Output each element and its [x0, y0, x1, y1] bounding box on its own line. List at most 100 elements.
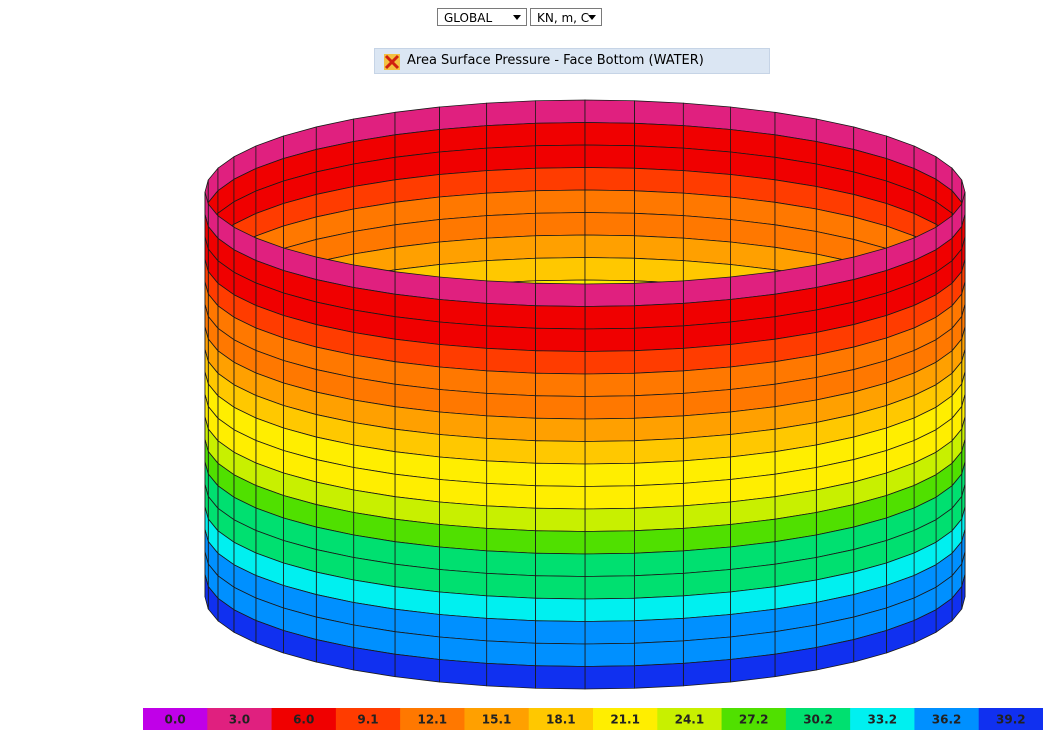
mesh-element [683, 103, 730, 129]
mesh-element [487, 618, 536, 643]
legend-label: 33.2 [867, 713, 897, 727]
mesh-element [635, 663, 684, 688]
mesh-element [487, 506, 536, 531]
mesh-element [635, 393, 684, 418]
dropdown-value: GLOBAL [444, 11, 492, 25]
coordinate-dropdown[interactable]: GLOBAL [437, 8, 527, 26]
mesh-element [440, 659, 487, 685]
mesh-element [683, 367, 730, 393]
mesh-element [683, 299, 730, 325]
mesh-element [585, 235, 635, 258]
mesh-element [440, 216, 487, 242]
mesh-element [487, 236, 536, 261]
mesh-element [487, 348, 536, 373]
mesh-element [440, 592, 487, 618]
mesh-element [635, 618, 684, 643]
mesh-element [487, 551, 536, 576]
legend-label: 18.1 [546, 713, 576, 727]
mesh-element [535, 213, 585, 236]
mesh-element [487, 123, 536, 148]
mesh-element [585, 168, 635, 191]
mesh-element [683, 171, 730, 197]
mesh-element [585, 418, 635, 441]
mesh-element [683, 592, 730, 618]
mesh-element [487, 641, 536, 666]
mesh-element [585, 328, 635, 351]
mesh-element [535, 531, 585, 554]
mesh-element [683, 434, 730, 460]
mesh-element [730, 654, 775, 682]
legend-label: 3.0 [229, 713, 250, 727]
dropdown-arrow [510, 11, 524, 23]
mesh-element [535, 328, 585, 351]
mesh-element [440, 344, 487, 370]
mesh-element [585, 396, 635, 419]
mesh-element [440, 457, 487, 483]
mesh-element [683, 614, 730, 640]
mesh-element [535, 576, 585, 599]
mesh-element [395, 654, 440, 682]
legend-label: 27.2 [739, 713, 769, 727]
legend-label: 12.1 [417, 713, 447, 727]
units-dropdown[interactable]: KN, m, C [530, 8, 602, 26]
mesh-element [535, 306, 585, 329]
mesh-element [440, 389, 487, 415]
mesh-element [683, 659, 730, 685]
mesh-element [635, 483, 684, 508]
mesh-element [635, 168, 684, 193]
mesh-element [440, 412, 487, 438]
mesh-element [585, 213, 635, 236]
mesh-element [440, 322, 487, 348]
mesh-element [487, 483, 536, 508]
mesh-element [635, 438, 684, 463]
mesh-element [487, 528, 536, 553]
mesh-element [683, 277, 730, 303]
mesh-element [585, 553, 635, 576]
mesh-element [683, 524, 730, 550]
mesh-element [535, 373, 585, 396]
mesh-element [585, 373, 635, 396]
mesh-element [585, 508, 635, 531]
mesh-element [440, 547, 487, 573]
mesh-element [440, 238, 487, 264]
mesh-element [585, 531, 635, 554]
legend-label: 39.2 [996, 713, 1026, 727]
mesh-element [683, 193, 730, 219]
mesh-element [635, 573, 684, 598]
mesh-element [585, 351, 635, 374]
mesh-element [683, 238, 730, 264]
mesh-element [683, 148, 730, 174]
mesh-element [487, 416, 536, 441]
mesh-element [440, 367, 487, 393]
mesh-element [440, 148, 487, 174]
mesh-element [635, 258, 684, 283]
mesh-element [487, 258, 536, 283]
mesh-element [440, 171, 487, 197]
mesh-element [487, 303, 536, 328]
mesh-element [683, 322, 730, 348]
mesh-element [535, 463, 585, 486]
mesh-element [535, 643, 585, 666]
mesh-element [585, 123, 635, 146]
mesh-element [487, 168, 536, 193]
legend-label: 0.0 [165, 713, 186, 727]
mesh-element [683, 126, 730, 152]
mesh-element [487, 101, 536, 126]
mesh-element [683, 457, 730, 483]
mesh-element [487, 663, 536, 688]
mesh-element [487, 371, 536, 396]
mesh-element [635, 461, 684, 486]
mesh-element [585, 145, 635, 168]
mesh-element [635, 191, 684, 216]
mesh-element [585, 441, 635, 464]
mesh-element [440, 103, 487, 129]
mesh-element [585, 258, 635, 281]
title-icon [383, 53, 401, 71]
mesh-element [683, 479, 730, 505]
mesh-element [487, 191, 536, 216]
mesh-element [440, 569, 487, 595]
mesh-element [440, 479, 487, 505]
mesh-element [535, 598, 585, 621]
legend-label: 21.1 [610, 713, 640, 727]
